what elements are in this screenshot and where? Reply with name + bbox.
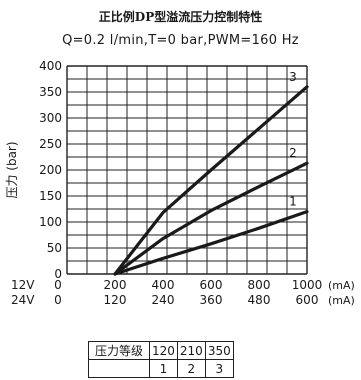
chart-subtitle: Q=0.2 l/min,T=0 bar,PWM=160 Hz — [62, 33, 299, 48]
x-tick-label: 400 — [152, 278, 175, 292]
x-tick-label: 360 — [200, 293, 223, 307]
table-cell-grade: 210 — [176, 341, 206, 360]
series-label: 1 — [289, 195, 297, 209]
y-tick-label: 350 — [39, 85, 62, 99]
series-line-1 — [113, 210, 309, 276]
table-cell-grade: 120 — [149, 341, 178, 360]
series-line-3 — [113, 85, 309, 276]
x-tick-label: 480 — [248, 293, 271, 307]
table-cell-grade: 350 — [204, 341, 234, 360]
table-cell-empty — [88, 359, 150, 378]
x-tick-label: 1000 — [292, 278, 323, 292]
x-tick-label: 800 — [248, 278, 271, 292]
chart-plot: 0 50 100 150 200 250 300 350 400 压力 (bar) 12V 0 200 4… — [5, 59, 355, 307]
x-axis-voltage-label: 24V — [11, 293, 35, 307]
table-cell-curve: 1 — [149, 359, 178, 378]
x-axis-unit-label: (mA) — [328, 279, 355, 292]
series-label: 2 — [289, 146, 297, 160]
y-tick-label: 200 — [39, 163, 62, 177]
x-tick-label: 0 — [54, 278, 62, 292]
y-tick-label: 0 — [54, 267, 62, 281]
y-axis-label: 压力 (bar) — [5, 141, 19, 198]
series-label: 3 — [289, 70, 297, 84]
y-tick-label: 300 — [39, 111, 62, 125]
table-cell-curve: 3 — [204, 359, 234, 378]
y-tick-label: 50 — [47, 241, 62, 255]
series-line-2 — [113, 161, 309, 276]
x-tick-label: 0 — [54, 293, 62, 307]
table-row: 压力等级 120 210 350 — [88, 341, 234, 360]
y-tick-label: 150 — [39, 189, 62, 203]
x-tick-label: 120 — [104, 293, 127, 307]
y-tick-label: 250 — [39, 137, 62, 151]
x-tick-label: 600 — [200, 278, 223, 292]
table-header-pressure-grade: 压力等级 — [88, 341, 150, 360]
chart-title: 正比例DP型溢流压力控制特性 — [98, 10, 263, 24]
x-axis-unit-label: (mA) — [328, 294, 355, 307]
y-tick-label: 400 — [39, 59, 62, 73]
x-tick-label: 200 — [104, 278, 127, 292]
x-tick-label: 600 — [296, 293, 319, 307]
y-tick-label: 100 — [39, 215, 62, 229]
x-tick-label: 240 — [152, 293, 175, 307]
pressure-grade-table: 压力等级 120 210 350 1 2 3 — [88, 341, 234, 378]
x-axis-voltage-label: 12V — [11, 278, 35, 292]
table-row: 1 2 3 — [88, 359, 234, 378]
table-cell-curve: 2 — [176, 359, 206, 378]
